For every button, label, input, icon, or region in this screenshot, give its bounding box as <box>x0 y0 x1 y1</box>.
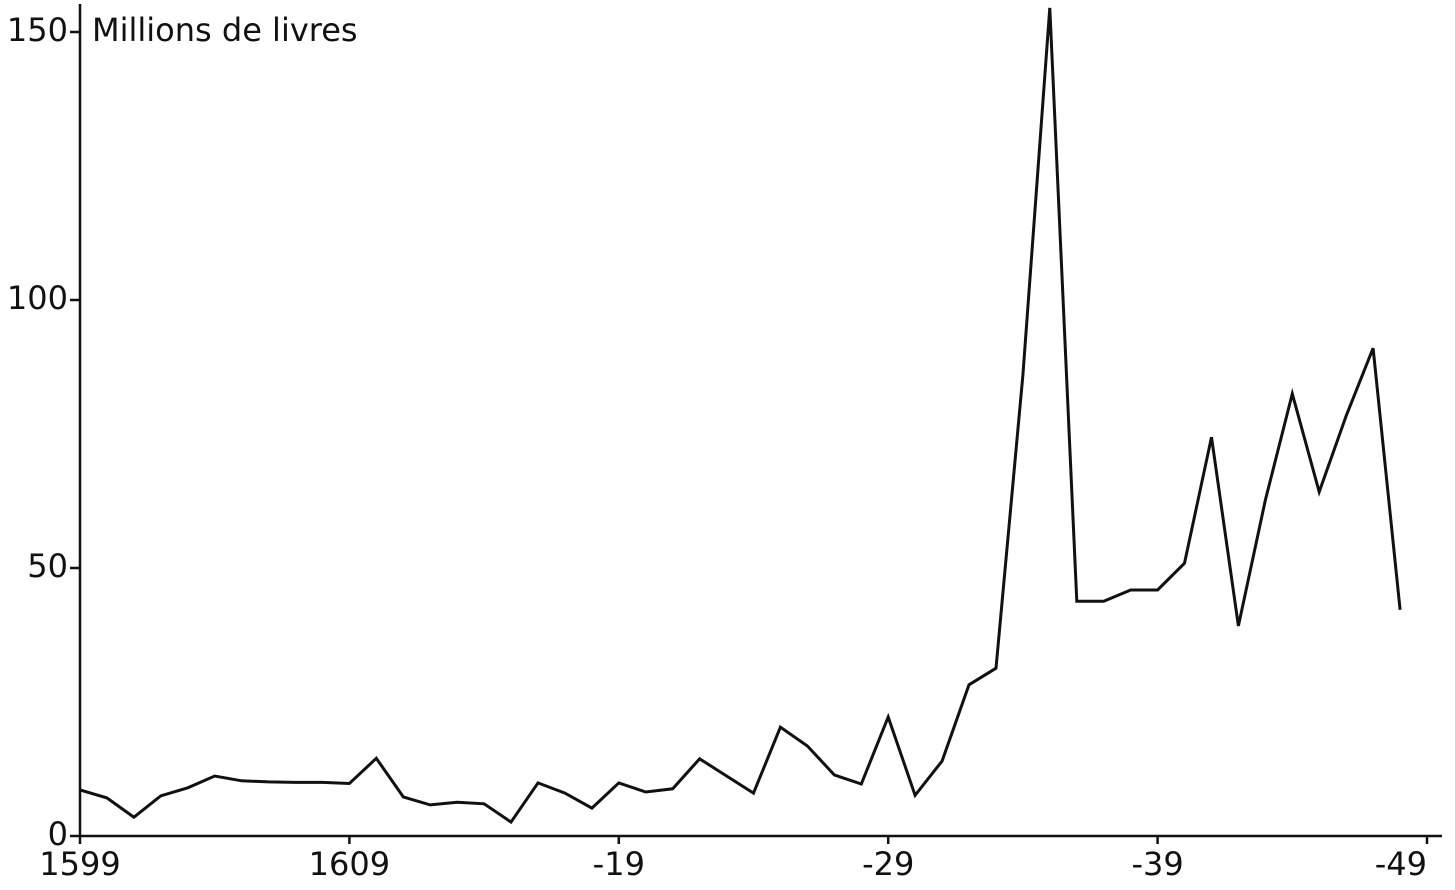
y-tick-label: 150 <box>7 11 68 49</box>
y-tick-label: 100 <box>7 279 68 317</box>
x-tick-label: 1609 <box>309 845 390 883</box>
y-tick-label: 50 <box>27 547 68 585</box>
x-tick-label: -39 <box>1131 845 1183 883</box>
data-line <box>79 7 1402 825</box>
y-axis-label: Millions de livres <box>92 11 358 49</box>
x-tick-label: -49 <box>1375 845 1427 883</box>
x-tick-label: 1599 <box>39 845 120 883</box>
x-tick-label: -19 <box>593 845 645 883</box>
x-tick-label: -29 <box>862 845 914 883</box>
y-tick-label: 0 <box>48 815 68 853</box>
